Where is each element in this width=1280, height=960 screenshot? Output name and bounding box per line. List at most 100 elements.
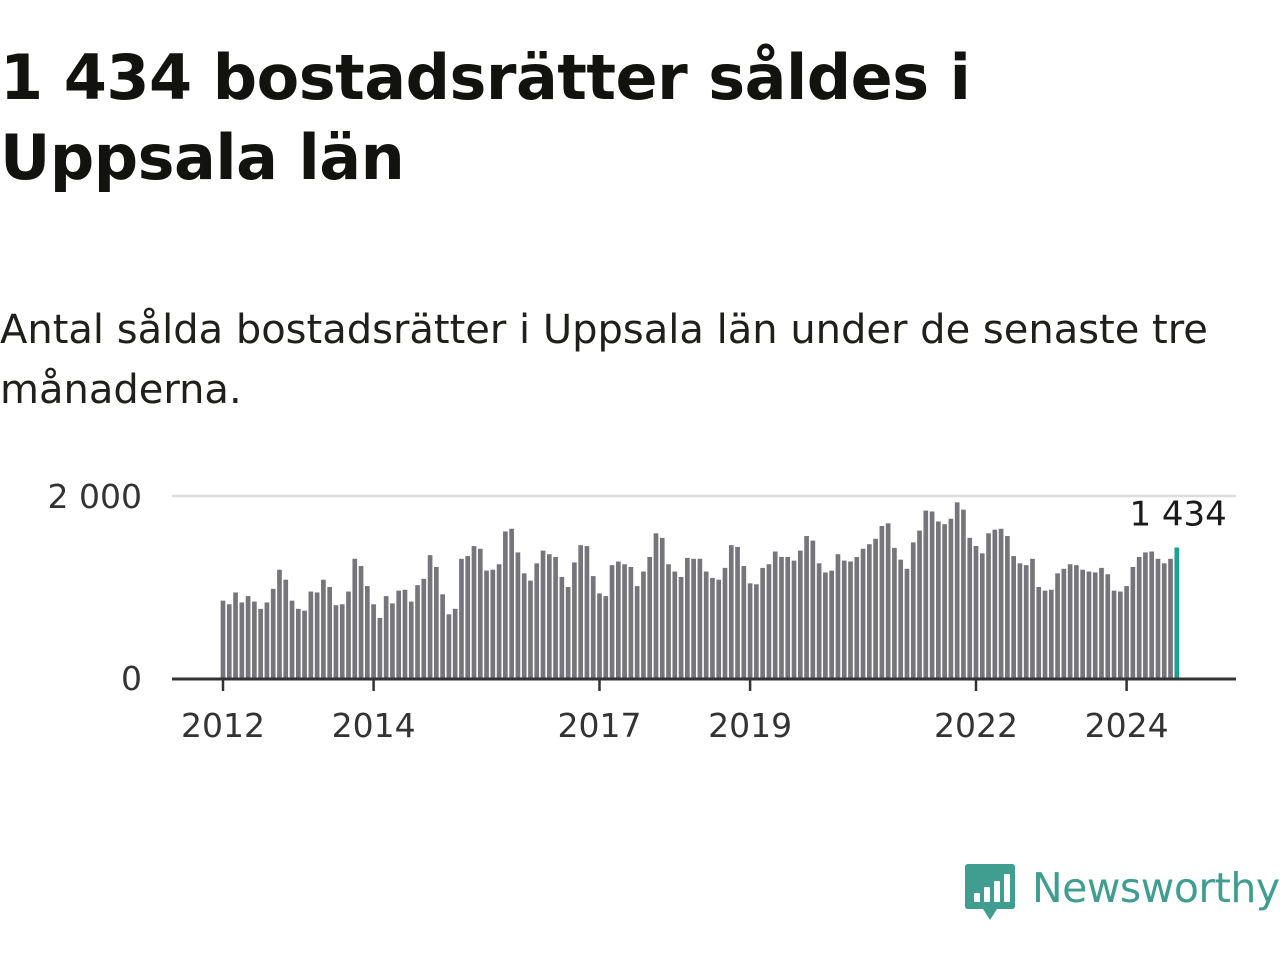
bar [559, 576, 565, 678]
bar [1117, 591, 1123, 678]
bar [427, 555, 433, 678]
bar [948, 518, 954, 678]
bar [716, 579, 722, 678]
x-tick-label: 2014 [332, 706, 416, 745]
bar [314, 592, 320, 678]
bar [848, 561, 853, 678]
x-tick-label: 2017 [558, 706, 642, 745]
bar [641, 571, 646, 678]
bar [327, 587, 333, 678]
bar [239, 602, 245, 678]
bar [528, 580, 533, 678]
bar [1092, 572, 1098, 678]
bar [490, 569, 496, 678]
newsworthy-logo-text: Newsworthy [1032, 864, 1280, 912]
bar [754, 584, 759, 678]
bar [1111, 590, 1117, 678]
bar [917, 530, 922, 678]
bar [1011, 556, 1016, 678]
newsworthy-logo: Newsworthy [964, 862, 1280, 926]
bar [1017, 563, 1023, 678]
bar [465, 556, 471, 678]
bar [879, 526, 885, 678]
page-subtitle: Antal sålda bostadsrätter i Uppsala län … [0, 307, 1208, 413]
y-tick-label: 2 000 [48, 477, 142, 516]
bar [289, 600, 295, 678]
bar [866, 544, 872, 678]
bar [226, 604, 232, 678]
bar [691, 558, 696, 678]
bar-highlight [1174, 547, 1180, 678]
bar [967, 537, 973, 678]
bar [383, 596, 389, 678]
bar [245, 596, 251, 678]
bar [1042, 590, 1048, 678]
bar [741, 566, 747, 678]
bar [779, 556, 784, 678]
bar [772, 551, 778, 678]
bar [1149, 551, 1155, 678]
bar [622, 564, 627, 678]
x-tick-label: 2019 [708, 706, 792, 745]
bar [910, 542, 916, 678]
bar [270, 588, 276, 678]
bar [434, 566, 439, 678]
bar [892, 547, 897, 678]
bar [1055, 573, 1060, 678]
bar-chart: 0 2 000 2012 2014 2017 2019 2022 2024 1 434 [48, 477, 1236, 745]
bar [766, 564, 772, 678]
bar [816, 563, 822, 678]
bar [1074, 565, 1079, 678]
bar [829, 570, 835, 678]
bar [452, 608, 458, 678]
bar [923, 510, 929, 678]
bar [735, 546, 740, 678]
bar [791, 560, 797, 678]
bar [333, 605, 339, 678]
bar [220, 600, 226, 678]
bar [722, 567, 728, 678]
bar [308, 591, 314, 678]
bar [440, 594, 445, 678]
bar [503, 531, 508, 678]
bar [352, 558, 358, 678]
bar [904, 568, 910, 678]
bar [339, 604, 345, 678]
bar [515, 552, 521, 678]
bar [446, 614, 452, 678]
bar [659, 537, 665, 678]
newsworthy-logo-icon [965, 864, 1015, 920]
bar [710, 577, 715, 678]
bar [672, 571, 678, 678]
bar [572, 562, 577, 678]
bar [992, 529, 998, 678]
bar [647, 556, 653, 678]
bar [760, 567, 765, 678]
bar [854, 556, 860, 678]
bar [346, 591, 351, 678]
bar [973, 546, 979, 678]
bar [810, 540, 816, 678]
bar [590, 576, 596, 678]
bar [277, 569, 282, 678]
bar [390, 603, 395, 678]
bar [283, 579, 289, 678]
bar [509, 528, 514, 678]
bar [597, 593, 602, 678]
bar [961, 509, 966, 678]
bar [685, 557, 690, 678]
bar [785, 556, 791, 678]
bar [1136, 556, 1142, 678]
bar [873, 538, 878, 678]
bar [1080, 569, 1086, 678]
bar [1130, 566, 1136, 678]
bar [885, 523, 891, 678]
bar [371, 604, 376, 678]
bar [408, 601, 414, 678]
bar [295, 608, 301, 678]
bar [804, 536, 809, 678]
page-title: 1 434 bostadsrätter såldes i Uppsala län [0, 41, 971, 194]
bar [1048, 589, 1054, 678]
bar [534, 563, 540, 678]
highlight-value-label: 1 434 [1129, 495, 1226, 535]
